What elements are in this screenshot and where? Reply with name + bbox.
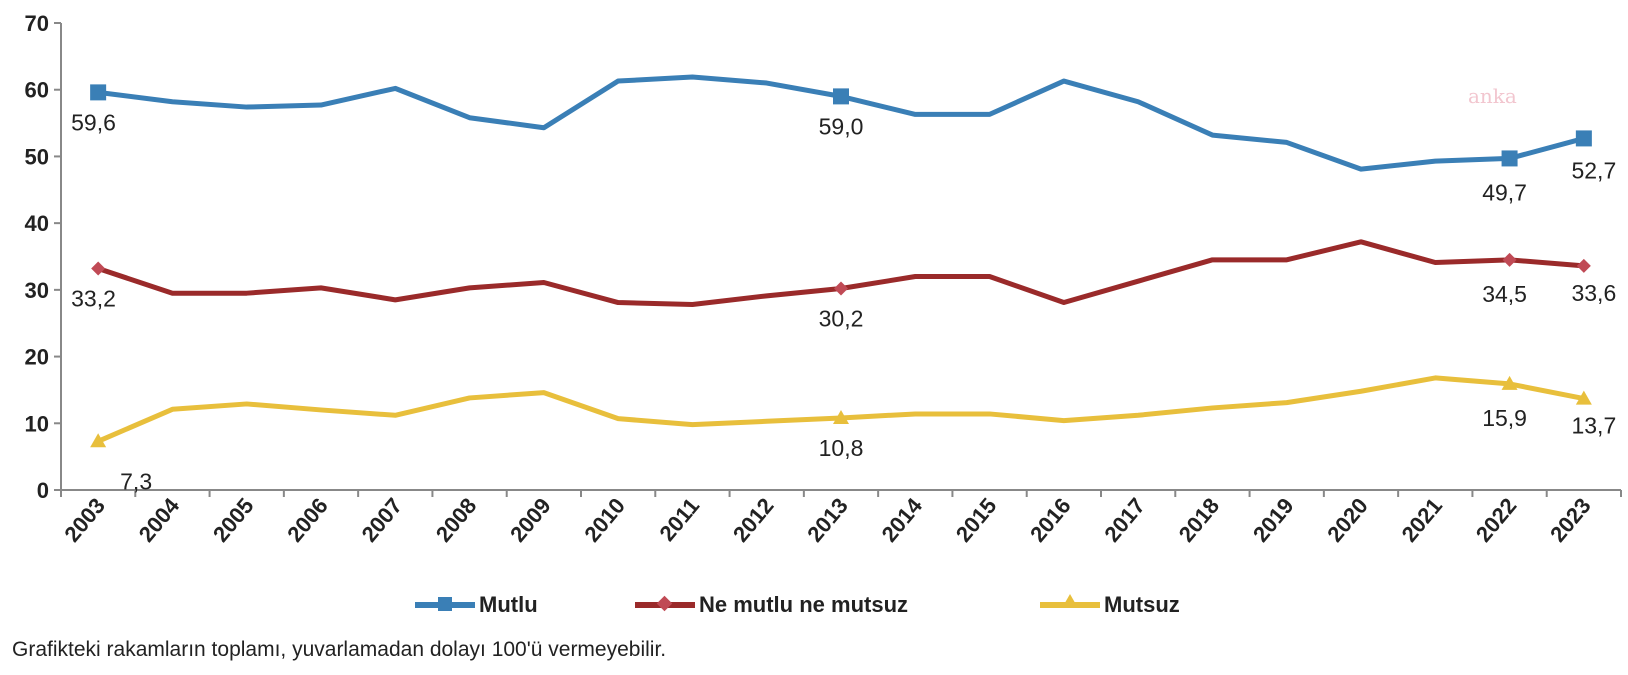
x-tick-label: 2009: [505, 493, 556, 547]
data-point-triangle-marker: [833, 409, 849, 424]
x-tick-label: 2003: [59, 493, 110, 547]
x-tick-label: 2015: [951, 493, 1002, 547]
data-point-triangle-marker: [1501, 375, 1518, 390]
legend: Mutlu Ne mutlu ne mutsuz Mutsuz: [0, 592, 1628, 624]
x-tick-label: 2007: [356, 493, 407, 547]
data-label: 33,6: [1571, 280, 1616, 306]
data-point-square-marker: [1575, 130, 1592, 147]
x-tick-label: 2017: [1099, 493, 1150, 547]
series-line-mutsuz: [97, 375, 1585, 444]
legend-triangle-marker-icon: [1040, 594, 1100, 608]
legend-diamond-marker-icon: [635, 595, 695, 612]
data-point-diamond-marker: [1576, 258, 1591, 273]
data-point-square-marker: [1501, 150, 1518, 167]
data-label: 59,0: [819, 113, 864, 139]
x-tick-label: 2012: [728, 493, 779, 547]
x-tick-label: 2005: [208, 493, 259, 547]
footnote: Grafikteki rakamların toplamı, yuvarlama…: [12, 638, 667, 661]
data-point-square-marker: [833, 88, 849, 105]
x-tick-label: 2004: [134, 493, 185, 547]
y-tick-label: 30: [25, 278, 49, 303]
y-tick-label: 60: [25, 78, 49, 103]
y-tick-label: 70: [25, 11, 49, 36]
x-tick-label: 2019: [1248, 493, 1299, 547]
y-tick-label: 40: [25, 211, 49, 236]
x-tick-label: 2016: [1025, 493, 1076, 547]
data-point-triangle-marker: [90, 433, 107, 448]
data-label: 34,5: [1482, 281, 1527, 307]
x-tick-label: 2013: [802, 493, 853, 547]
x-tick-label: 2021: [1396, 493, 1447, 547]
data-label: 30,2: [819, 306, 864, 332]
x-tick-label: 2018: [1174, 493, 1225, 547]
legend-label: Ne mutlu ne mutsuz: [699, 592, 909, 617]
data-label: 49,7: [1482, 179, 1527, 205]
watermark-logo: anka: [1468, 84, 1517, 108]
x-tick-label: 2011: [654, 493, 704, 546]
y-tick-label: 50: [25, 144, 49, 169]
data-label: 52,7: [1571, 157, 1616, 183]
y-tick-label: 0: [37, 478, 49, 503]
x-tick-label: 2010: [579, 493, 630, 547]
x-tick-label: 2014: [876, 493, 927, 547]
y-tick-label: 10: [25, 411, 49, 436]
data-point-triangle-marker: [1575, 390, 1592, 405]
legend-square-marker-icon: [415, 597, 475, 611]
y-tick-label: 20: [25, 345, 49, 370]
data-point-diamond-marker: [91, 261, 106, 276]
x-tick-label: 2023: [1545, 493, 1596, 547]
legend-item-mutsuz: Mutsuz: [1040, 592, 1180, 618]
x-tick-label: 2006: [282, 493, 333, 547]
data-label: 13,7: [1571, 413, 1616, 439]
line-chart: anka 0 10 20 30 40 50 60 70 2003 2004 2005 2006 2007…: [25, 11, 1622, 547]
data-label: 15,9: [1482, 405, 1527, 431]
legend-label: Mutlu: [479, 592, 538, 617]
x-tick-label: 2022: [1471, 493, 1522, 547]
x-tick-label: 2020: [1322, 493, 1373, 547]
data-label: 33,2: [71, 286, 116, 312]
x-tick-label: 2008: [431, 493, 482, 547]
data-point-diamond-marker: [834, 281, 848, 296]
data-label: 10,8: [819, 435, 864, 461]
data-label: 7,3: [120, 468, 152, 494]
legend-item-mutlu: Mutlu: [415, 592, 538, 618]
data-point-square-marker: [90, 84, 107, 101]
legend-item-ne-mutlu-ne-mutsuz: Ne mutlu ne mutsuz: [635, 592, 908, 618]
data-point-diamond-marker: [1502, 252, 1517, 267]
legend-label: Mutsuz: [1104, 592, 1180, 617]
data-label: 59,6: [71, 109, 116, 135]
